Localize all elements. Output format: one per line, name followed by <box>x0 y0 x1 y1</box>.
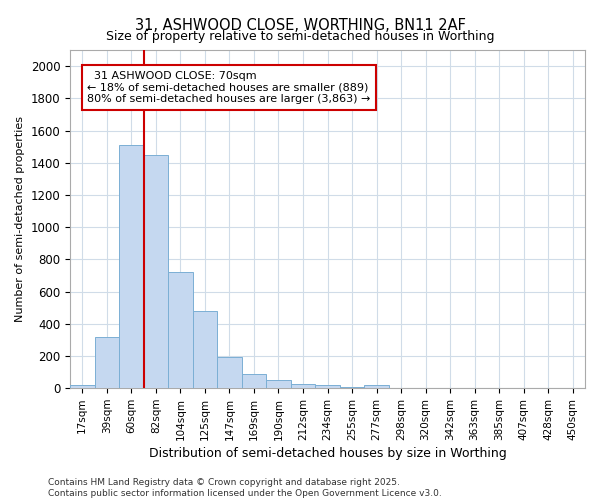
Bar <box>242 374 266 388</box>
Bar <box>168 272 193 388</box>
Bar <box>315 386 340 388</box>
Text: 31, ASHWOOD CLOSE, WORTHING, BN11 2AF: 31, ASHWOOD CLOSE, WORTHING, BN11 2AF <box>134 18 466 32</box>
Text: Contains HM Land Registry data © Crown copyright and database right 2025.
Contai: Contains HM Land Registry data © Crown c… <box>48 478 442 498</box>
Bar <box>266 380 291 388</box>
Text: Size of property relative to semi-detached houses in Worthing: Size of property relative to semi-detach… <box>106 30 494 43</box>
Bar <box>193 311 217 388</box>
Text: 31 ASHWOOD CLOSE: 70sqm
← 18% of semi-detached houses are smaller (889)
80% of s: 31 ASHWOOD CLOSE: 70sqm ← 18% of semi-de… <box>87 71 371 104</box>
Bar <box>364 386 389 388</box>
Bar <box>291 384 315 388</box>
Bar <box>217 357 242 388</box>
Y-axis label: Number of semi-detached properties: Number of semi-detached properties <box>15 116 25 322</box>
Bar <box>95 338 119 388</box>
Bar <box>143 154 168 388</box>
X-axis label: Distribution of semi-detached houses by size in Worthing: Distribution of semi-detached houses by … <box>149 447 506 460</box>
Bar <box>119 145 143 388</box>
Bar <box>70 385 95 388</box>
